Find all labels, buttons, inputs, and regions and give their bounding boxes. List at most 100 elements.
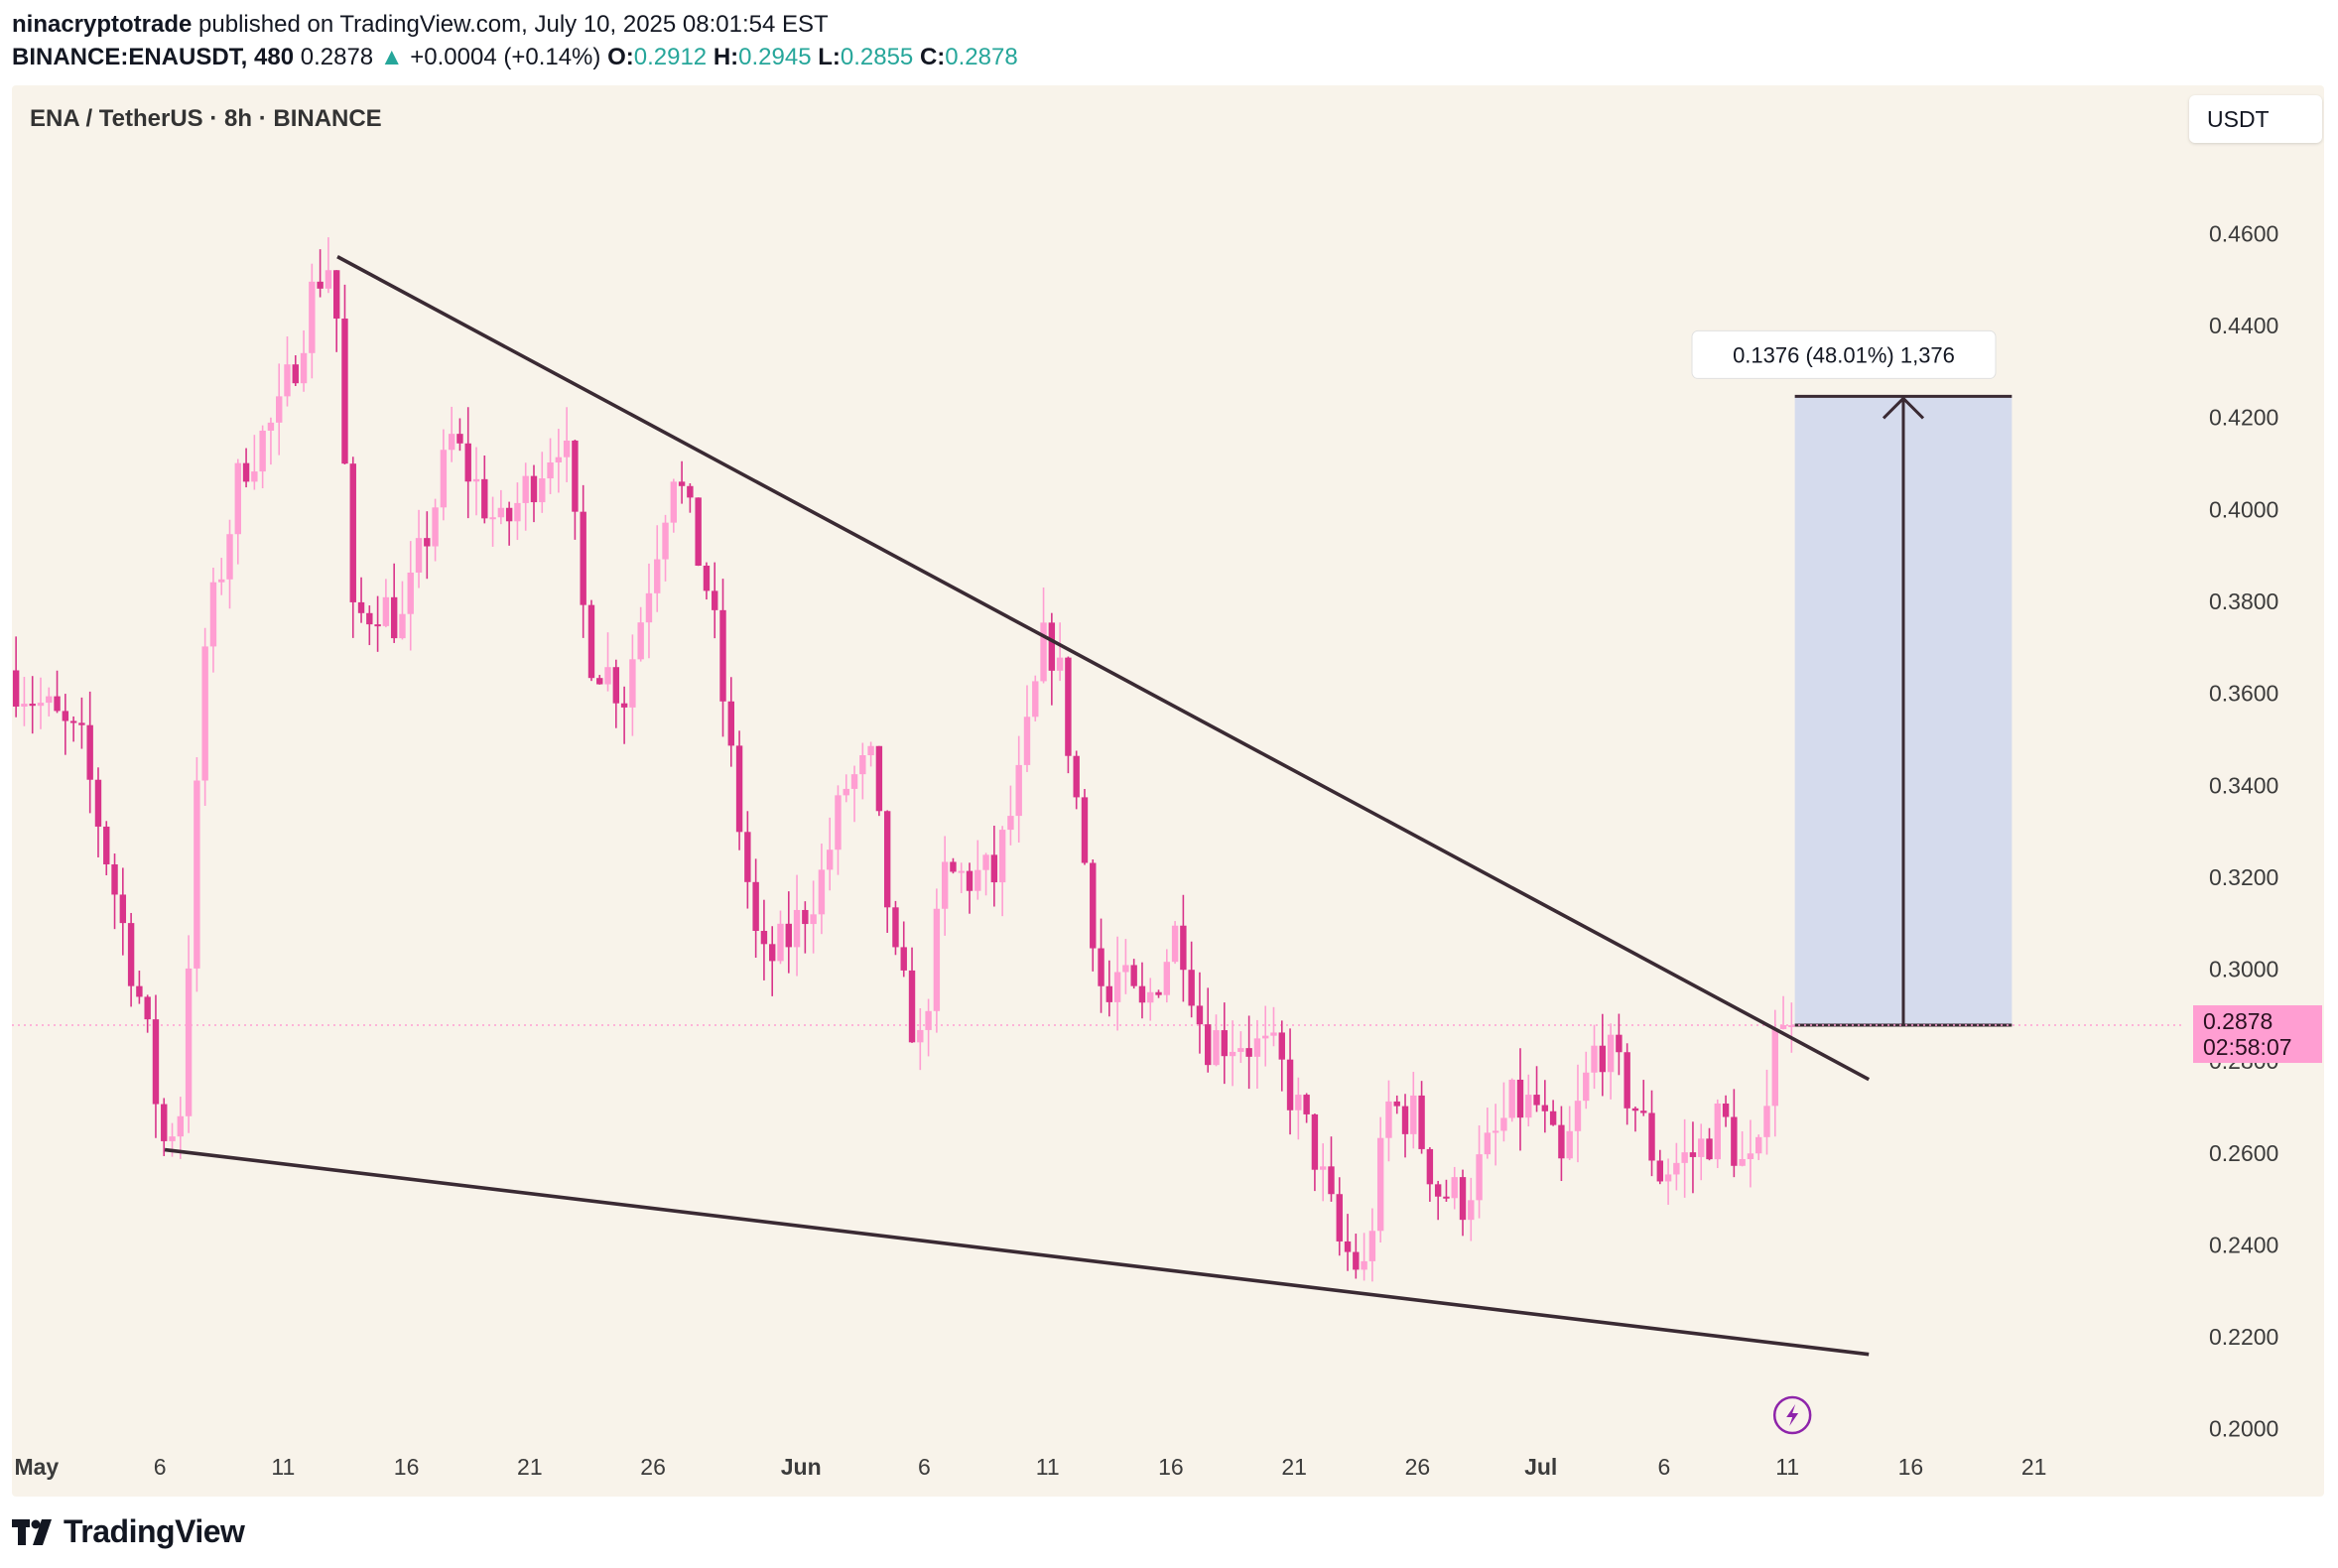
candle-body [1303,1095,1310,1114]
candle-body [867,745,874,756]
candle-body [325,270,332,289]
currency-button[interactable]: USDT [2189,95,2322,143]
candle-body [1516,1079,1524,1118]
candle-body [835,795,842,850]
candle-body [1525,1095,1532,1118]
candle-body [103,826,110,864]
candle-body [1113,972,1121,1002]
y-tick-label: 0.4000 [2209,496,2278,522]
candle-body [539,478,546,503]
author-name[interactable]: ninacryptotrade [12,11,193,38]
candle-body [432,507,439,547]
tradingview-logo-icon [12,1518,52,1545]
candle-body [341,318,348,464]
candle-body [1295,1095,1302,1111]
candle-body [998,830,1006,883]
candle-body [1771,1028,1778,1107]
candle-body [1476,1154,1483,1201]
candle-body [547,461,554,479]
candle-body [1205,1024,1212,1066]
close-value: 0.2878 [945,44,1018,70]
candle-body [1410,1095,1417,1134]
candle-body [752,881,759,932]
price-tag-countdown: 02:58:07 [2203,1034,2292,1060]
candle-body [505,507,513,522]
candle-body [974,869,981,891]
price-tag [2193,1005,2322,1064]
candle-body [448,434,455,451]
candle-body [1541,1105,1549,1111]
candle-body [587,604,595,679]
candle-body [1090,862,1097,949]
x-tick-label: 6 [918,1454,931,1480]
candle-body [883,811,891,908]
candle-body [1376,1137,1384,1232]
candle-body [620,703,628,708]
candle-body [177,1115,185,1137]
candle-body [259,430,266,472]
candle-body [555,457,563,462]
candle-body [382,596,390,626]
x-tick-label: 21 [517,1454,543,1480]
candle-body [169,1136,176,1141]
candle-body [1188,970,1195,1006]
candle-body [1311,1113,1319,1170]
candle-body [917,1029,924,1043]
candle-body [1574,1101,1582,1131]
candle-body [1673,1162,1680,1175]
candle-body [1607,1034,1615,1073]
x-tick-label: 11 [1036,1454,1060,1480]
candle-body [1689,1152,1697,1157]
candle-body [670,481,678,523]
x-tick-label: 16 [394,1454,420,1480]
candle-body [1262,1035,1269,1039]
candle-body [357,601,365,613]
candle-body [1229,1051,1236,1057]
candle-body [629,659,636,708]
chart-area[interactable]: 0.4600 0.4400 0.4200 0.4000 0.3800 0.3600 0.34… [12,85,2324,1497]
candle-body [1180,925,1187,971]
candle-body [810,914,817,925]
candle-body [1032,681,1039,718]
candle-body [1213,1030,1220,1066]
candle-body [1073,755,1080,798]
candle-body [1508,1079,1515,1118]
candle-body [859,755,866,775]
candle-body [1459,1177,1467,1221]
candle-body [209,582,217,647]
candle-body [1253,1038,1261,1057]
candle-body [1779,1025,1787,1029]
symbol-line: BINANCE:ENAUSDT, 480 0.2878 ▲ +0.0004 (+… [12,43,1018,72]
candle-body [37,703,45,707]
tradingview-logo[interactable]: TradingView [12,1513,245,1550]
candle-body [850,774,858,789]
candle-body [46,696,53,704]
price-tag-value: 0.2878 [2203,1008,2273,1034]
x-tick-label: 26 [640,1454,666,1480]
price-change: +0.0004 (+0.14%) [410,44,601,70]
candle-body [1221,1030,1228,1057]
candle-body [472,478,480,482]
candle-body [604,667,611,685]
candle-body [645,592,653,623]
candle-body [1664,1174,1672,1182]
candle-body [1640,1111,1647,1113]
x-tick-label: 6 [1658,1454,1671,1480]
candle-body [1739,1158,1746,1166]
candle-body [933,908,941,1011]
chart-canvas[interactable]: 0.4600 0.4400 0.4200 0.4000 0.3800 0.3600 0.34… [12,85,2324,1497]
candle-body [267,422,275,431]
candle-body [497,507,505,518]
candle-body [152,1019,160,1105]
candle-body [226,534,233,580]
candle-body [695,497,702,566]
up-arrow-icon: ▲ [379,44,404,70]
candle-body [127,923,135,986]
candle-body [374,624,381,627]
candle-body [1648,1112,1655,1161]
y-tick-label: 0.3600 [2209,681,2278,707]
candle-body [760,931,768,945]
candle-body [1278,1032,1285,1060]
candle-body [1048,622,1056,671]
candle-body [1755,1136,1762,1154]
